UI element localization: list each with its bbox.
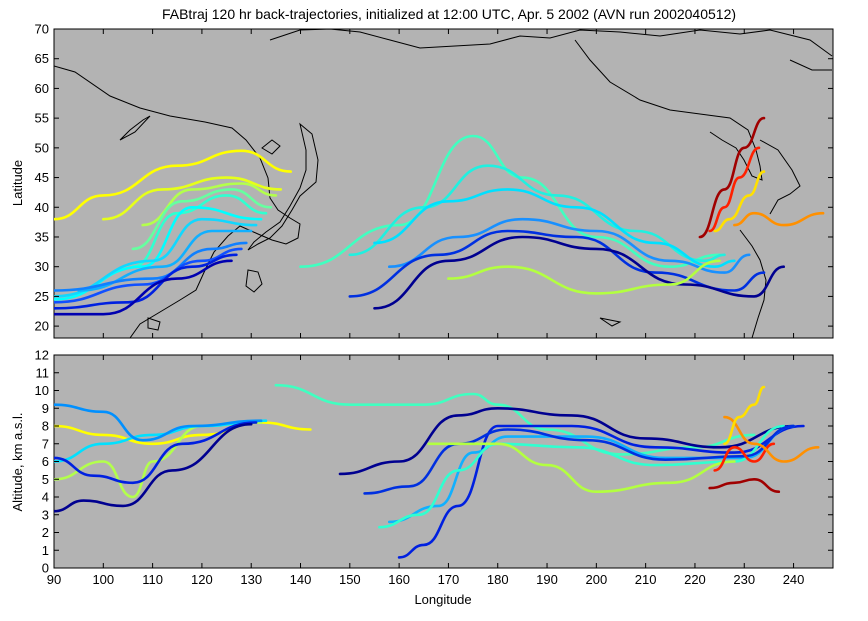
altitude-trajectory-line [54, 403, 263, 442]
latitude-trajectory-line [102, 176, 283, 221]
y-tick-label: 65 [35, 51, 49, 66]
y-tick-label: 0 [42, 561, 49, 576]
y-tick-label: 55 [35, 111, 49, 126]
y-tick-label: 30 [35, 259, 49, 274]
latitude-trajectory-line [348, 229, 766, 298]
altitude-trajectory-line [708, 478, 781, 493]
altitude-trajectory-line [54, 421, 258, 485]
y-tick-label: 50 [35, 140, 49, 155]
y-tick-label: 70 [35, 22, 49, 37]
x-tick-label: 120 [191, 572, 213, 587]
altitude-trajectory-line [723, 385, 766, 446]
latitude-trajectory-line [54, 259, 233, 316]
y-tick-label: 2 [42, 525, 49, 540]
x-tick-label: 130 [240, 572, 262, 587]
x-tick-label: 100 [92, 572, 114, 587]
y-tick-label: 60 [35, 81, 49, 96]
x-tick-label: 150 [339, 572, 361, 587]
x-tick-label: 210 [635, 572, 657, 587]
bottom-y-axis-label: Altitude, km a.s.l. [10, 413, 25, 512]
y-tick-label: 5 [42, 472, 49, 487]
altitude-trajectory-line [713, 442, 776, 472]
y-tick-label: 12 [35, 348, 49, 363]
latitude-trajectory-line [131, 188, 273, 251]
y-tick-label: 40 [35, 200, 49, 215]
x-tick-label: 170 [438, 572, 460, 587]
x-tick-label: 90 [47, 572, 61, 587]
altitude-trajectory-line [363, 424, 795, 495]
x-tick-label: 230 [733, 572, 755, 587]
y-tick-label: 8 [42, 419, 49, 434]
y-tick-label: 1 [42, 543, 49, 558]
coastline-map [54, 29, 833, 338]
y-tick-label: 11 [36, 365, 50, 380]
x-tick-label: 140 [290, 572, 312, 587]
latitude-trajectory-line [54, 217, 258, 298]
figure-title: FABtraj 120 hr back-trajectories, initia… [162, 6, 736, 22]
altitude-trajectory-line [338, 407, 795, 476]
altitude-trajectory-line [723, 415, 820, 463]
y-tick-label: 35 [35, 229, 49, 244]
latitude-trajectory-line [54, 253, 238, 310]
x-tick-label: 220 [684, 572, 706, 587]
x-tick-label: 190 [536, 572, 558, 587]
y-tick-label: 6 [42, 454, 49, 469]
y-tick-label: 4 [42, 490, 49, 505]
latitude-trajectory-line [698, 116, 766, 239]
x-tick-label: 240 [783, 572, 805, 587]
altitude-trajectory-line [427, 442, 736, 493]
latitude-trajectory-line [447, 259, 721, 295]
y-tick-label: 10 [35, 383, 49, 398]
x-tick-label: 160 [388, 572, 410, 587]
top-y-axis-label: Latitude [10, 160, 25, 206]
y-tick-label: 45 [35, 170, 49, 185]
x-tick-label: 110 [142, 572, 163, 587]
latitude-trajectory-line [373, 188, 736, 268]
latitude-trajectory-line [373, 235, 785, 310]
y-tick-label: 3 [42, 507, 49, 522]
altitude-trajectory-line [54, 422, 253, 513]
latitude-trajectory-line [54, 149, 292, 221]
y-tick-label: 7 [42, 436, 49, 451]
latitude-trajectory-line [733, 211, 825, 227]
x-axis-label: Longitude [414, 592, 471, 607]
latitude-trajectory-line [708, 146, 761, 233]
map-panel-background [53, 28, 834, 339]
latitude-trajectory-line [713, 170, 766, 233]
y-tick-label: 20 [35, 319, 49, 334]
y-tick-label: 25 [35, 289, 49, 304]
x-tick-label: 200 [585, 572, 607, 587]
x-tick-label: 180 [487, 572, 509, 587]
latitude-trajectory-line [388, 217, 751, 274]
y-tick-label: 9 [42, 401, 49, 416]
